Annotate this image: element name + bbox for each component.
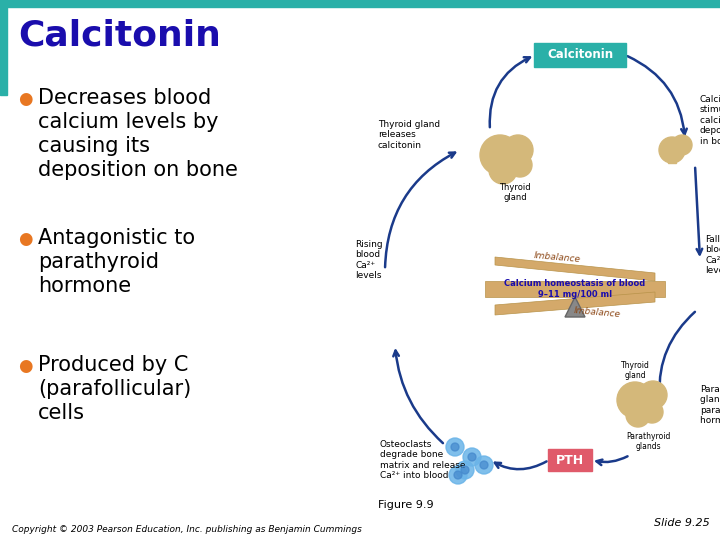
FancyBboxPatch shape [548,449,592,471]
Circle shape [449,466,467,484]
Circle shape [461,466,469,474]
Text: Calcitonin: Calcitonin [547,49,613,62]
Text: Antagonistic to
parathyroid
hormone: Antagonistic to parathyroid hormone [38,228,195,296]
Text: Falling
blood
Ca²⁺
levels: Falling blood Ca²⁺ levels [705,235,720,275]
Text: ●: ● [18,230,32,248]
Text: Thyroid gland
releases
calcitonin: Thyroid gland releases calcitonin [378,120,440,150]
Circle shape [468,453,476,461]
Polygon shape [495,292,655,315]
Text: ●: ● [18,90,32,108]
Bar [0,0,720,7]
Circle shape [508,153,532,177]
Circle shape [626,403,650,427]
Circle shape [489,156,517,184]
Circle shape [463,448,481,466]
Text: Osteoclasts
degrade bone
matrix and release
Ca²⁺ into blood: Osteoclasts degrade bone matrix and rele… [380,440,466,480]
Circle shape [454,471,462,479]
Circle shape [617,382,653,418]
Polygon shape [565,297,585,317]
Circle shape [672,135,692,155]
Bar [0,0,7,95]
Circle shape [475,456,493,474]
Text: Parathyroid
glands release
parathyroid
hormone (PTH): Parathyroid glands release parathyroid h… [700,385,720,425]
Text: PTH: PTH [556,454,584,467]
Text: Copyright © 2003 Pearson Education, Inc. publishing as Benjamin Cummings: Copyright © 2003 Pearson Education, Inc.… [12,525,362,534]
Text: Figure 9.9: Figure 9.9 [378,500,433,510]
Text: Slide 9.25: Slide 9.25 [654,518,710,528]
Polygon shape [495,257,655,281]
Text: Calcitonin: Calcitonin [18,18,221,52]
Text: Calcium homeostasis of blood
9–11 mg/100 ml: Calcium homeostasis of blood 9–11 mg/100… [505,279,646,299]
Text: Rising
blood
Ca²⁺
levels: Rising blood Ca²⁺ levels [355,240,382,280]
Text: Parathyroid
glands: Parathyroid glands [626,432,670,451]
Circle shape [451,443,459,451]
Text: Thyroid
gland: Thyroid gland [499,183,531,202]
Text: Imbalance: Imbalance [534,252,581,265]
Circle shape [480,461,488,469]
Text: Produced by C
(parafollicular)
cells: Produced by C (parafollicular) cells [38,355,192,423]
Polygon shape [485,281,665,297]
Circle shape [456,461,474,479]
Circle shape [503,135,533,165]
Text: Calcitonin
stimulates
calcium salt
deposit
in bone: Calcitonin stimulates calcium salt depos… [700,95,720,146]
Circle shape [659,137,685,163]
Circle shape [639,381,667,409]
Circle shape [641,401,663,423]
FancyBboxPatch shape [534,43,626,67]
Bar [668,143,676,163]
Text: Imbalance: Imbalance [573,307,621,320]
Text: Thyroid
gland: Thyroid gland [621,361,649,380]
Circle shape [480,135,520,175]
Circle shape [446,438,464,456]
Text: Decreases blood
calcium levels by
causing its
deposition on bone: Decreases blood calcium levels by causin… [38,88,238,180]
Text: ●: ● [18,357,32,375]
